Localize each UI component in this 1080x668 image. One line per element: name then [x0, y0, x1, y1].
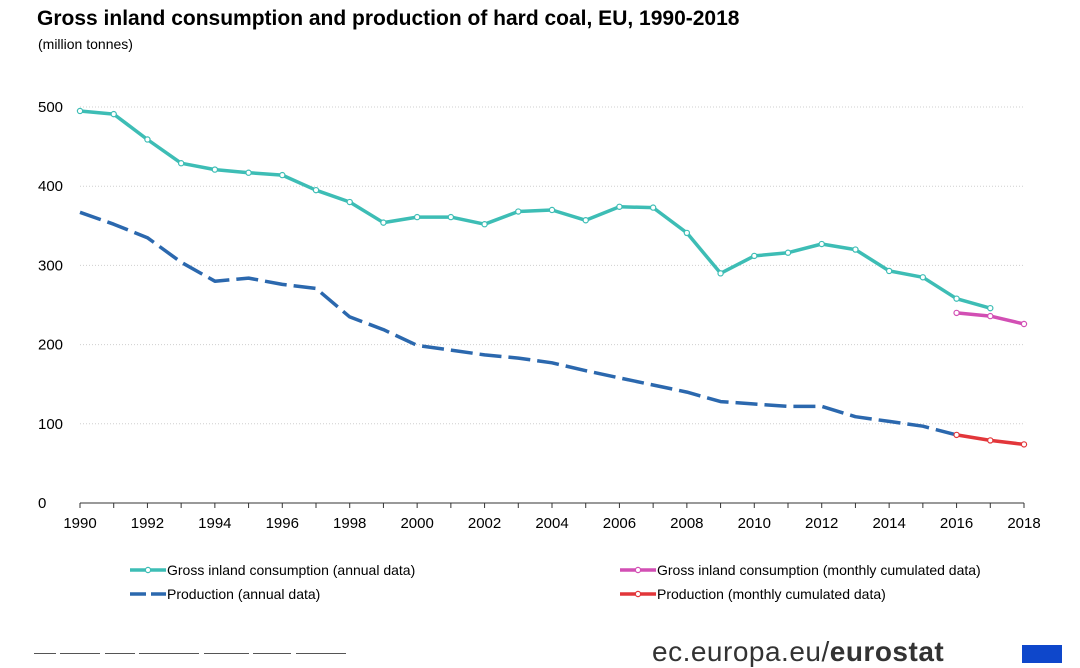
data-point [312, 186, 320, 194]
data-point [717, 270, 724, 277]
data-point [1020, 441, 1028, 448]
y-tick-label: 400 [38, 178, 63, 195]
data-point [211, 166, 219, 173]
x-tick-label: 2008 [670, 515, 703, 532]
gridlines [80, 106, 1024, 425]
x-tick-label: 1990 [63, 515, 96, 532]
data-point [784, 249, 792, 256]
data-point [177, 160, 185, 167]
legend-label: Gross inland consumption (annual data) [167, 562, 415, 578]
eurostat-brand[interactable]: ec.europa.eu/eurostat [652, 636, 944, 668]
chart-title: Gross inland consumption and production … [37, 7, 740, 30]
data-point [447, 213, 455, 221]
brand-name: eurostat [829, 636, 945, 667]
brand-prefix: ec.europa.eu/ [652, 636, 830, 667]
legend-item: Gross inland consumption (annual data) [130, 562, 415, 578]
series-line-0 [79, 109, 991, 310]
footer-note-bar [34, 644, 354, 654]
x-tick-label: 1992 [131, 515, 164, 532]
data-point [144, 136, 151, 143]
x-tick-label: 2014 [872, 515, 905, 532]
data-point [346, 198, 353, 206]
x-tick-label: 2000 [400, 515, 433, 532]
legend-item: Production (annual data) [130, 586, 320, 602]
y-tick-label: 0 [38, 495, 46, 512]
x-tick-label: 2016 [940, 515, 973, 532]
y-tick-label: 200 [38, 337, 63, 354]
legend: Gross inland consumption (annual data) Gr… [130, 562, 981, 602]
data-point [413, 213, 421, 221]
legend-marker [634, 566, 642, 574]
legend-item: Gross inland consumption (monthly cumula… [620, 562, 981, 578]
data-point [751, 252, 758, 260]
data-point [987, 437, 994, 444]
data-point [987, 312, 994, 320]
data-point [885, 267, 893, 275]
x-tick-label: 1998 [333, 515, 366, 532]
data-point [953, 309, 960, 317]
data-point [953, 431, 960, 439]
eu-flag-icon [1022, 645, 1062, 663]
data-point [987, 304, 994, 312]
x-tick-label: 2002 [468, 515, 501, 532]
y-tick-label: 100 [38, 416, 63, 433]
data-point [245, 169, 252, 176]
data-point [852, 246, 859, 253]
chart-subtitle: (million tonnes) [38, 36, 133, 52]
x-tick-label: 1994 [198, 515, 231, 532]
data-point [818, 240, 825, 248]
legend-marker [634, 590, 642, 598]
data-point [380, 219, 387, 226]
x-tick-label: 2006 [603, 515, 636, 532]
data-point [548, 206, 556, 214]
data-point [515, 208, 522, 215]
data-point [616, 203, 623, 210]
x-tick-label: 2012 [805, 515, 838, 532]
data-point [953, 295, 960, 302]
x-tick-label: 1996 [266, 515, 299, 532]
data-point [76, 107, 84, 115]
data-point [683, 229, 691, 237]
data-point [649, 204, 657, 211]
legend-marker [144, 566, 152, 574]
legend-label: Production (monthly cumulated data) [657, 586, 886, 602]
x-tick-label: 2004 [535, 515, 568, 532]
legend-label: Gross inland consumption (monthly cumula… [657, 562, 981, 578]
data-point [279, 171, 286, 179]
axes: 0 100 200 300 400 500 1990 1992 1994 1996 1998 2000… [38, 99, 1041, 532]
y-tick-label: 300 [38, 257, 63, 274]
y-tick-label: 500 [38, 99, 63, 116]
series-line-2 [79, 210, 958, 437]
legend-item: Production (monthly cumulated data) [620, 586, 886, 602]
x-tick-label: 2010 [738, 515, 771, 532]
legend-label: Production (annual data) [167, 586, 320, 602]
data-point [1020, 320, 1028, 328]
x-tick-label: 2018 [1007, 515, 1040, 532]
series-lines [76, 107, 1028, 448]
data-point [481, 221, 488, 228]
data-point [919, 274, 927, 281]
data-point [110, 110, 117, 118]
data-point [582, 217, 589, 224]
